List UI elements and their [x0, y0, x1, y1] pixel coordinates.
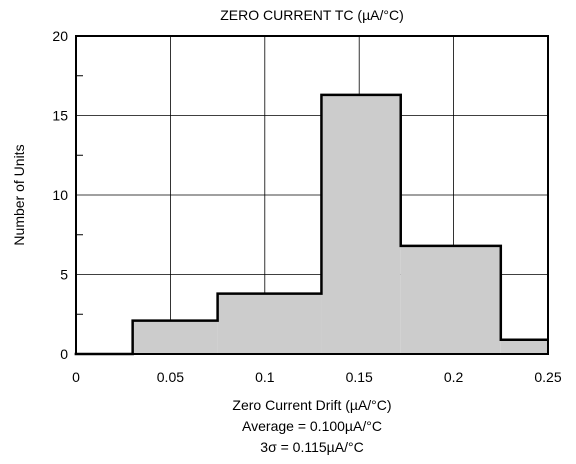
histogram-outline [74, 93, 548, 356]
y-axis-label: Number of Units [11, 144, 27, 245]
histogram-bars [74, 93, 548, 356]
x-tick-labels: 0 0.05 0.1 0.15 0.2 0.25 [72, 369, 562, 385]
x-tick-label: 0 [72, 369, 80, 385]
histogram-bar [217, 293, 322, 354]
chart-title: ZERO CURRENT TC (µA/°C) [220, 7, 403, 23]
x-tick-label: 0.15 [346, 369, 373, 385]
x-tick-label: 0.25 [534, 369, 561, 385]
x-axis-label: Zero Current Drift (µA/°C) [232, 397, 391, 413]
sigma-annotation: 3σ = 0.115µA/°C [260, 439, 363, 455]
average-annotation: Average = 0.100µA/°C [242, 418, 382, 434]
x-tick-label: 0.1 [255, 369, 275, 385]
histogram-bar [500, 339, 548, 354]
y-tick-labels: 0 5 10 15 20 [52, 28, 68, 362]
histogram-bar [400, 245, 501, 354]
y-tick-label: 5 [60, 267, 68, 283]
histogram-bar [132, 320, 218, 354]
y-tick-label: 0 [60, 346, 68, 362]
x-tick-label: 0.05 [157, 369, 184, 385]
axis-ticks [76, 75, 83, 315]
y-tick-label: 10 [52, 187, 68, 203]
plot-frame [75, 35, 549, 355]
y-tick-label: 20 [52, 28, 68, 44]
x-tick-label: 0.2 [444, 369, 464, 385]
plot-area [74, 35, 549, 356]
y-tick-label: 15 [52, 108, 68, 124]
histogram-bar [321, 94, 401, 354]
